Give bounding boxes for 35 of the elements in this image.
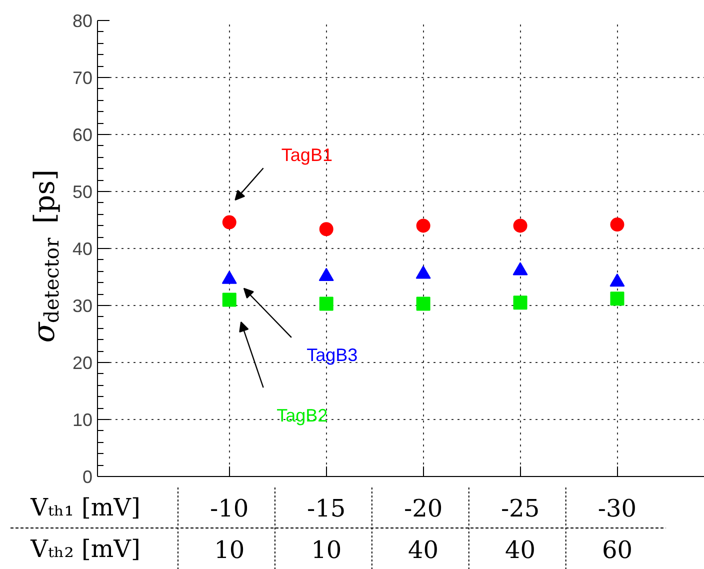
text: 60 xyxy=(602,536,633,564)
x-tick-label: -25 xyxy=(500,494,540,522)
point xyxy=(319,222,334,236)
point xyxy=(513,296,528,310)
y-tick-label: 0 xyxy=(82,467,93,487)
point xyxy=(222,292,236,307)
y-tick-label: 10 xyxy=(72,410,93,430)
text: TagB2 xyxy=(276,406,328,426)
y-tick-label: 80 xyxy=(72,11,93,31)
text: TagB3 xyxy=(306,345,358,366)
x-tick-label: -10 xyxy=(210,494,249,522)
point xyxy=(610,218,624,232)
text: TagB1 xyxy=(281,145,332,166)
x-tick-label: -30 xyxy=(598,494,637,522)
y-axis-title: σdetector [ps] xyxy=(27,169,64,343)
y-tick-label: 60 xyxy=(72,125,93,145)
point xyxy=(610,292,624,306)
y-tick-label: 50 xyxy=(72,182,93,202)
y-tick-label: 20 xyxy=(72,353,93,373)
point xyxy=(319,296,334,311)
point xyxy=(222,215,236,230)
y-tick-label: 70 xyxy=(72,68,93,88)
x-tick-label: -20 xyxy=(404,494,443,522)
point xyxy=(513,218,528,233)
point xyxy=(416,296,430,311)
text: 40 xyxy=(504,536,536,564)
text: 10 xyxy=(311,536,342,564)
point xyxy=(416,218,430,233)
text: Vₜₕ₂ [mV] xyxy=(30,534,140,563)
text: 10 xyxy=(214,536,245,564)
x-axis-title: Vₜₕ₁ [mV] xyxy=(30,493,140,522)
x-tick-label: -15 xyxy=(307,494,346,522)
y-tick-label: 40 xyxy=(72,239,93,259)
y-tick-label: 30 xyxy=(72,296,93,316)
text: 40 xyxy=(408,536,439,564)
